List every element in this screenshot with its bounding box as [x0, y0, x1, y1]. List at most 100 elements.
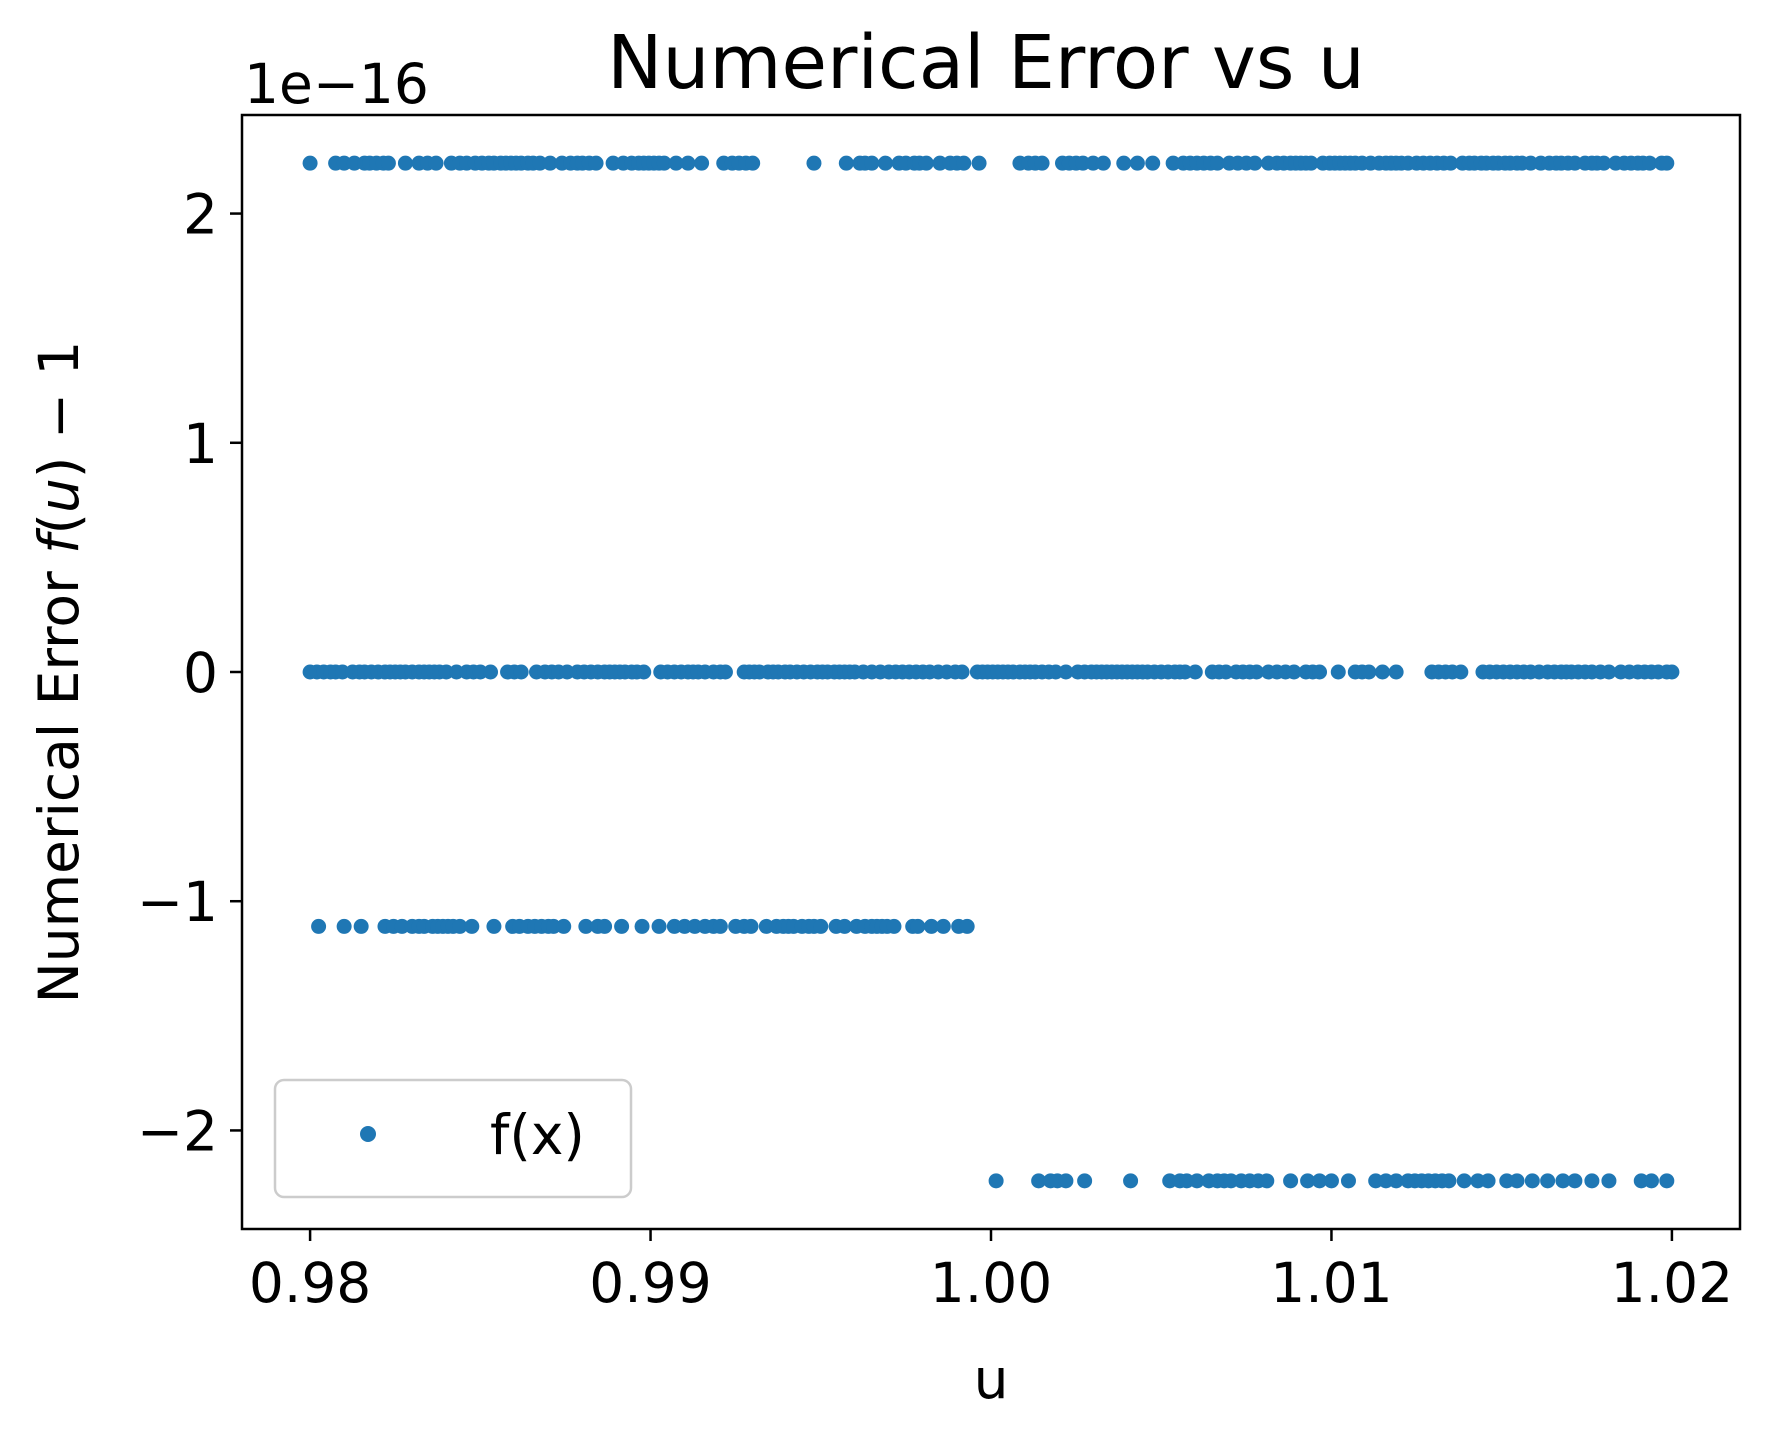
y-axis-label-arg: u: [27, 478, 91, 513]
y-axis-label-prefix: Numerical Error: [27, 554, 91, 1004]
data-point-0-3-43: [1584, 1173, 1600, 1189]
y-axis-offset-label: 1e−16: [244, 52, 429, 116]
data-point-0-0-0: [302, 155, 318, 171]
data-point-0-3-40: [1540, 1173, 1556, 1189]
data-point-0-0-62: [918, 155, 934, 171]
data-point-0-0-9: [397, 155, 413, 171]
data-point-0-0-66: [956, 155, 972, 171]
data-point-0-0-142: [1596, 155, 1612, 171]
data-point-0-2-25: [578, 918, 594, 934]
data-point-0-1-58: [717, 664, 733, 680]
data-point-0-0-91: [1247, 155, 1263, 171]
x-axis-label: u: [974, 1347, 1009, 1411]
data-point-0-3-23: [1340, 1173, 1356, 1189]
data-point-0-3-1: [1031, 1173, 1047, 1189]
legend-marker-f-x: [360, 1126, 376, 1142]
data-point-0-0-34: [588, 155, 604, 171]
y-tick-label-2: 0: [183, 641, 218, 705]
data-point-0-1-148: [1375, 664, 1391, 680]
y-tick-label-4: −2: [137, 1099, 218, 1163]
data-point-0-0-71: [1034, 155, 1050, 171]
data-point-0-3-39: [1524, 1173, 1540, 1189]
data-point-0-3-47: [1659, 1173, 1675, 1189]
data-point-0-0-148: [1642, 155, 1658, 171]
data-point-0-0-44: [668, 155, 684, 171]
data-point-0-3-0: [988, 1173, 1004, 1189]
data-point-0-0-87: [1209, 155, 1225, 171]
legend: f(x): [273, 1078, 633, 1199]
data-point-0-3-10: [1189, 1173, 1205, 1189]
data-point-0-0-67: [971, 155, 987, 171]
data-point-0-1-129: [1187, 664, 1203, 680]
data-point-0-3-21: [1312, 1173, 1328, 1189]
data-point-0-1-143: [1312, 664, 1328, 680]
data-point-0-1-136: [1249, 664, 1265, 680]
data-point-0-0-8: [380, 155, 396, 171]
data-point-0-2-61: [935, 918, 951, 934]
data-point-0-2-27: [597, 918, 613, 934]
data-point-0-0-28: [542, 155, 558, 171]
data-point-0-0-78: [1116, 155, 1132, 171]
data-point-0-1-108: [1058, 664, 1074, 680]
data-point-0-1-30: [513, 664, 529, 680]
data-point-0-1-173: [1601, 664, 1617, 680]
x-tick-label-4: 1.02: [1611, 1251, 1733, 1315]
data-point-0-3-36: [1480, 1173, 1496, 1189]
data-point-0-0-53: [838, 155, 854, 171]
y-axis-label-close: ): [27, 457, 91, 478]
data-point-0-1-47: [636, 664, 652, 680]
data-point-0-2-48: [813, 918, 829, 934]
data-point-0-3-46: [1643, 1173, 1659, 1189]
scatter-points: [302, 155, 1680, 1189]
data-point-0-2-28: [614, 918, 630, 934]
data-point-0-2-24: [556, 918, 572, 934]
data-point-0-2-0: [311, 918, 327, 934]
data-point-0-2-1: [336, 918, 352, 934]
data-point-0-3-38: [1509, 1173, 1525, 1189]
data-point-0-0-51: [745, 155, 761, 171]
data-point-0-0-150: [1659, 155, 1675, 171]
data-point-0-2-2: [353, 918, 369, 934]
legend-box: [273, 1078, 633, 1199]
data-point-0-0-45: [680, 155, 696, 171]
data-point-0-2-39: [743, 918, 759, 934]
data-point-0-1-149: [1388, 664, 1404, 680]
data-point-0-1-181: [1664, 664, 1680, 680]
x-tick-label-0: 0.98: [249, 1251, 371, 1315]
data-point-0-2-29: [634, 918, 650, 934]
data-point-0-3-19: [1283, 1173, 1299, 1189]
data-point-0-2-16: [486, 918, 502, 934]
data-point-0-2-50: [837, 918, 853, 934]
data-point-0-3-33: [1441, 1173, 1457, 1189]
data-point-0-0-80: [1145, 155, 1161, 171]
data-point-0-0-46: [694, 155, 710, 171]
legend-label-f-x: f(x): [490, 1103, 585, 1167]
data-point-0-0-77: [1095, 155, 1111, 171]
data-point-0-3-5: [1077, 1173, 1093, 1189]
data-point-0-0-79: [1129, 155, 1145, 171]
x-tick-label-2: 1.00: [930, 1251, 1052, 1315]
data-point-0-3-42: [1567, 1173, 1583, 1189]
data-point-0-3-6: [1123, 1173, 1139, 1189]
data-point-0-3-22: [1323, 1173, 1339, 1189]
y-axis-label-open: (: [27, 513, 91, 534]
y-axis-label-suffix: − 1: [27, 341, 91, 457]
y-tick-label-3: −1: [137, 870, 218, 934]
chart-title: Numerical Error vs u: [607, 20, 1365, 106]
data-point-0-2-15: [464, 918, 480, 934]
data-point-0-0-43: [656, 155, 672, 171]
data-point-0-3-20: [1300, 1173, 1316, 1189]
data-point-0-3-34: [1456, 1173, 1472, 1189]
y-tick-label-0: 2: [183, 183, 218, 247]
data-point-0-1-140: [1286, 664, 1302, 680]
data-point-0-0-52: [806, 155, 822, 171]
data-point-0-2-60: [923, 918, 939, 934]
y-tick-label-1: 1: [183, 412, 218, 476]
data-point-0-1-144: [1330, 664, 1346, 680]
x-axis: 0.98 0.99 1.00 1.01 1.02: [249, 1229, 1733, 1315]
data-point-0-3-44: [1601, 1173, 1617, 1189]
data-point-0-0-56: [864, 155, 880, 171]
data-point-0-0-120: [1443, 155, 1459, 171]
data-point-0-2-57: [886, 918, 902, 934]
